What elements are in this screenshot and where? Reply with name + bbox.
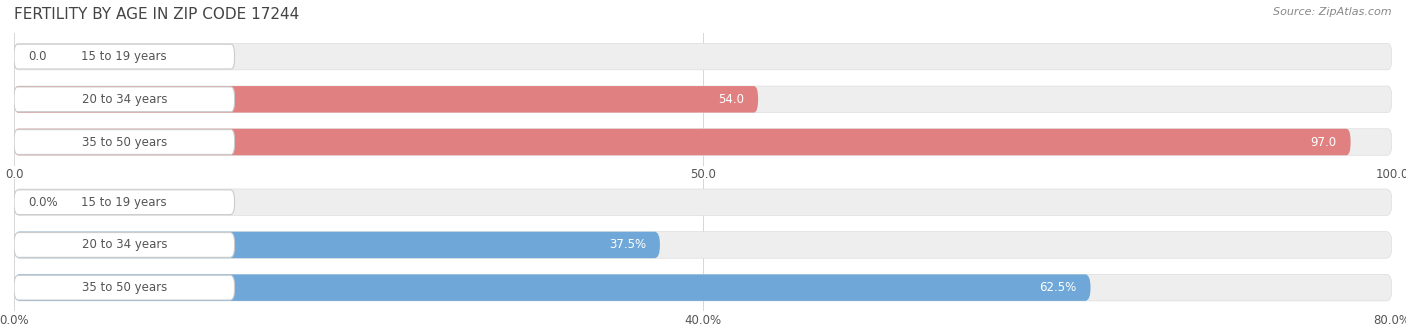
Text: 0.0: 0.0	[28, 50, 46, 63]
FancyBboxPatch shape	[14, 44, 235, 69]
FancyBboxPatch shape	[14, 232, 659, 258]
FancyBboxPatch shape	[14, 274, 1392, 301]
FancyBboxPatch shape	[14, 86, 758, 113]
Text: 37.5%: 37.5%	[609, 238, 647, 252]
FancyBboxPatch shape	[14, 87, 235, 112]
FancyBboxPatch shape	[14, 86, 1392, 113]
FancyBboxPatch shape	[14, 189, 1392, 215]
FancyBboxPatch shape	[14, 190, 235, 214]
Text: 0.0%: 0.0%	[28, 196, 58, 209]
Text: 62.5%: 62.5%	[1039, 281, 1077, 294]
FancyBboxPatch shape	[14, 43, 1392, 70]
Text: 20 to 34 years: 20 to 34 years	[82, 238, 167, 252]
Text: 35 to 50 years: 35 to 50 years	[82, 135, 167, 149]
Text: 20 to 34 years: 20 to 34 years	[82, 93, 167, 106]
FancyBboxPatch shape	[14, 129, 1392, 155]
Text: 15 to 19 years: 15 to 19 years	[82, 50, 167, 63]
FancyBboxPatch shape	[14, 129, 1351, 155]
FancyBboxPatch shape	[14, 232, 1392, 258]
Text: FERTILITY BY AGE IN ZIP CODE 17244: FERTILITY BY AGE IN ZIP CODE 17244	[14, 7, 299, 22]
Text: 97.0: 97.0	[1310, 135, 1337, 149]
Text: 54.0: 54.0	[718, 93, 744, 106]
FancyBboxPatch shape	[14, 275, 235, 300]
Text: 35 to 50 years: 35 to 50 years	[82, 281, 167, 294]
FancyBboxPatch shape	[14, 233, 235, 257]
FancyBboxPatch shape	[14, 274, 1091, 301]
FancyBboxPatch shape	[14, 130, 235, 154]
Text: Source: ZipAtlas.com: Source: ZipAtlas.com	[1274, 7, 1392, 17]
Text: 15 to 19 years: 15 to 19 years	[82, 196, 167, 209]
